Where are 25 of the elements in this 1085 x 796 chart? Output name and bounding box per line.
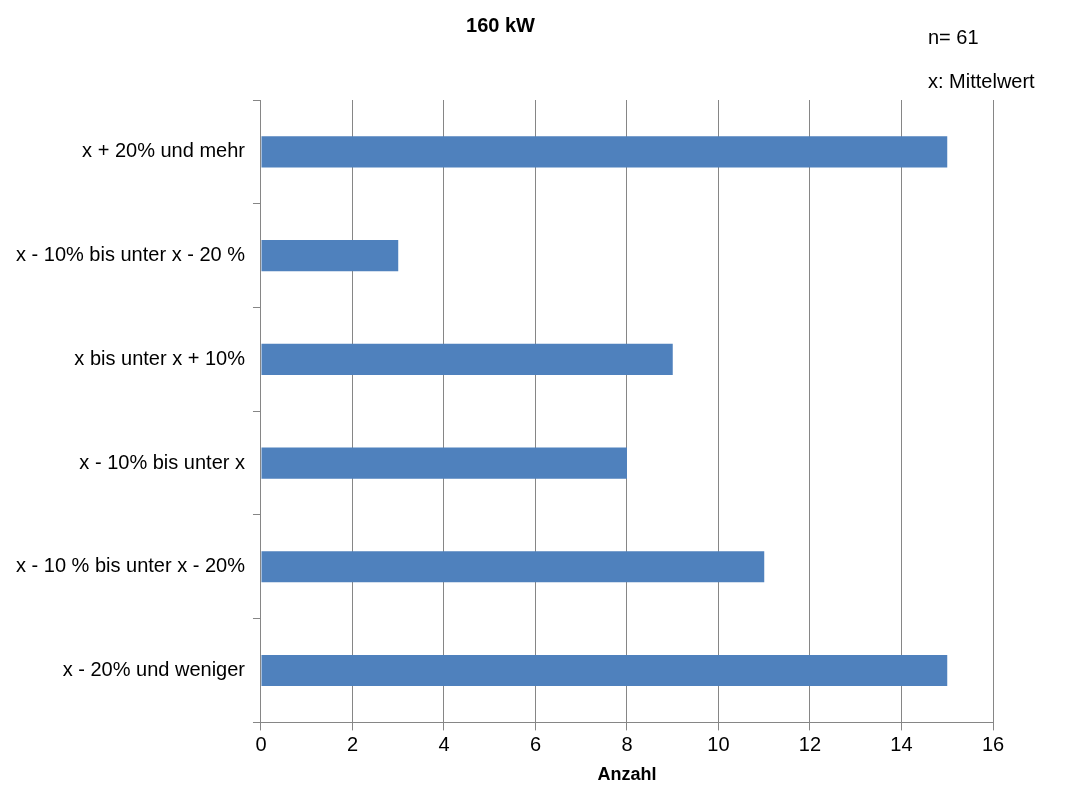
y-tick-label: x bis unter x + 10%	[74, 346, 246, 369]
x-tick-label: 16	[981, 732, 1005, 755]
bar	[261, 447, 627, 479]
bar	[261, 240, 399, 272]
x-tick-label: 8	[621, 732, 633, 755]
bar	[261, 343, 673, 375]
text: x: Mittelwert	[928, 69, 1036, 92]
x-tick-label: 10	[707, 732, 730, 755]
y-tick-label: x + 20% und mehr	[82, 139, 246, 162]
bar	[261, 136, 948, 168]
x-tick-label: 14	[890, 732, 913, 755]
x-tick-label: 4	[438, 732, 450, 755]
y-tick-label: x - 20% und weniger	[62, 658, 246, 681]
bar	[261, 654, 948, 687]
x-tick-label: 0	[255, 732, 267, 755]
y-tick-label: x - 10% bis unter x - 20 %	[16, 243, 246, 266]
x-axis-title: Anzahl	[597, 764, 657, 785]
chart-title: 160 kW	[466, 13, 536, 36]
x-tick-label: 6	[529, 732, 542, 755]
text: n= 61	[928, 25, 979, 48]
y-tick-label: x - 10 % bis unter x - 20%	[16, 554, 246, 577]
bar	[261, 551, 765, 583]
y-tick-label: x - 10% bis unter x	[79, 450, 245, 473]
x-tick-label: 12	[798, 732, 822, 755]
x-tick-label: 2	[346, 732, 359, 755]
